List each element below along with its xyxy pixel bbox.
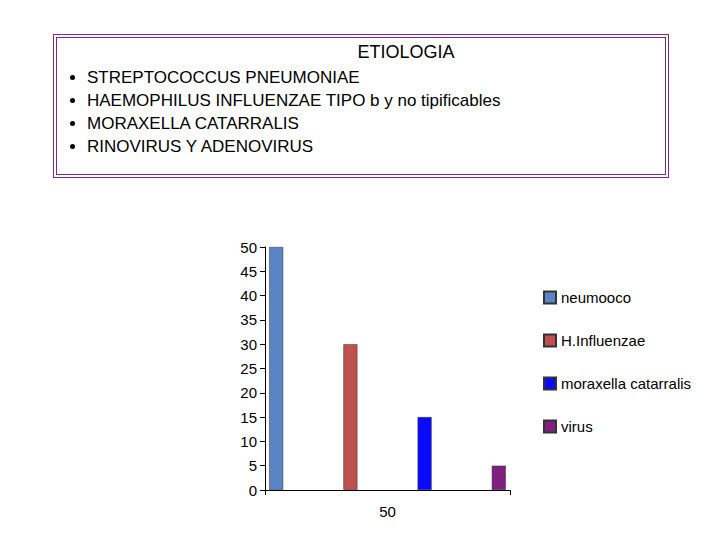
svg-text:H.Influenzae: H.Influenzae: [561, 332, 645, 349]
svg-text:15: 15: [240, 409, 257, 426]
svg-text:40: 40: [240, 287, 257, 304]
svg-text:20: 20: [240, 384, 257, 401]
svg-text:virus: virus: [561, 418, 593, 435]
html-text:HAEMOPHILUS INFLUENZAE TIPO b: HAEMOPHILUS INFLUENZAE TIPO b y no tipif…: [87, 91, 501, 110]
svg-text:30: 30: [240, 336, 257, 353]
svg-text:moraxella catarralis: moraxella catarralis: [561, 375, 691, 392]
svg-text:50: 50: [379, 503, 396, 520]
html-text:STREPTOCOCCUS PNEUMONIAE: STREPTOCOCCUS PNEUMONIAE: [87, 68, 360, 87]
html-text:ETIOLOGIA: ETIOLOGIA: [357, 42, 455, 62]
svg-text:10: 10: [240, 433, 257, 450]
svg-text:45: 45: [240, 263, 257, 280]
svg-text:5: 5: [249, 457, 257, 474]
svg-text:50: 50: [240, 239, 257, 256]
html-text:RINOVIRUS Y ADENOVIRUS: RINOVIRUS Y ADENOVIRUS: [87, 137, 314, 156]
svg-text:neumooco: neumooco: [561, 289, 631, 306]
svg-text:25: 25: [240, 360, 257, 377]
svg-text:35: 35: [240, 311, 257, 328]
html-text:MORAXELLA CATARRALIS: MORAXELLA CATARRALIS: [87, 114, 299, 133]
svg-text:0: 0: [249, 482, 257, 499]
